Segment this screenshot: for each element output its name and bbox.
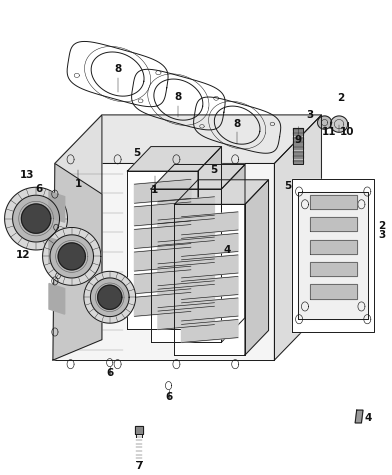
Polygon shape	[293, 160, 303, 163]
Text: 8: 8	[114, 65, 121, 75]
Polygon shape	[292, 179, 374, 332]
Text: 3: 3	[379, 230, 386, 240]
Polygon shape	[181, 276, 238, 299]
Polygon shape	[158, 263, 214, 286]
Polygon shape	[181, 320, 238, 342]
Polygon shape	[181, 233, 238, 256]
Polygon shape	[245, 180, 269, 355]
Polygon shape	[135, 427, 143, 434]
Polygon shape	[293, 146, 303, 149]
Text: 6: 6	[165, 392, 172, 402]
Polygon shape	[293, 155, 303, 158]
Polygon shape	[151, 189, 221, 342]
Text: 13: 13	[20, 170, 34, 180]
Text: 1: 1	[75, 179, 82, 189]
Polygon shape	[127, 171, 198, 330]
Polygon shape	[134, 270, 191, 294]
Text: 5: 5	[210, 164, 217, 175]
Polygon shape	[293, 128, 303, 131]
Text: 4: 4	[365, 413, 372, 423]
Text: 2: 2	[379, 221, 386, 231]
Polygon shape	[310, 285, 357, 299]
Polygon shape	[134, 202, 191, 226]
Polygon shape	[158, 306, 214, 330]
Text: 6: 6	[106, 368, 113, 378]
Polygon shape	[134, 225, 191, 248]
Polygon shape	[55, 115, 102, 360]
Polygon shape	[43, 228, 101, 285]
Polygon shape	[274, 115, 321, 360]
Text: 9: 9	[294, 135, 301, 145]
Polygon shape	[310, 262, 357, 276]
Polygon shape	[158, 218, 214, 242]
Text: 5: 5	[134, 148, 141, 158]
Polygon shape	[310, 239, 357, 254]
Polygon shape	[151, 164, 245, 189]
Text: 6: 6	[36, 184, 43, 194]
Polygon shape	[310, 217, 357, 231]
Polygon shape	[310, 195, 357, 209]
Polygon shape	[158, 197, 214, 220]
Text: 2: 2	[338, 93, 345, 103]
Polygon shape	[91, 278, 129, 316]
Polygon shape	[158, 240, 214, 264]
Polygon shape	[318, 116, 332, 129]
Polygon shape	[355, 410, 363, 423]
Text: 7: 7	[136, 461, 143, 471]
Polygon shape	[330, 116, 348, 132]
Polygon shape	[134, 293, 191, 316]
Polygon shape	[293, 142, 303, 144]
Polygon shape	[298, 191, 368, 319]
Text: 12: 12	[16, 250, 31, 260]
Polygon shape	[127, 147, 221, 171]
Polygon shape	[181, 255, 238, 278]
Polygon shape	[55, 115, 321, 163]
Polygon shape	[293, 137, 303, 140]
Polygon shape	[98, 285, 122, 309]
Polygon shape	[134, 180, 191, 203]
Polygon shape	[84, 271, 136, 323]
Polygon shape	[181, 212, 238, 235]
Text: 8: 8	[234, 119, 241, 129]
Polygon shape	[50, 235, 93, 278]
Text: 4: 4	[224, 245, 231, 255]
Polygon shape	[5, 187, 67, 250]
Polygon shape	[55, 163, 274, 360]
Text: 5: 5	[285, 181, 292, 191]
Polygon shape	[293, 132, 303, 135]
Polygon shape	[22, 204, 51, 233]
Polygon shape	[49, 284, 65, 314]
Polygon shape	[58, 243, 85, 270]
Polygon shape	[49, 191, 65, 222]
Polygon shape	[181, 298, 238, 321]
Text: 10: 10	[340, 127, 354, 137]
Polygon shape	[134, 247, 191, 271]
Text: 1: 1	[151, 185, 158, 195]
Polygon shape	[198, 147, 221, 330]
Polygon shape	[221, 164, 245, 342]
Polygon shape	[53, 163, 102, 360]
Polygon shape	[174, 180, 269, 204]
Polygon shape	[174, 204, 245, 355]
Text: 8: 8	[175, 92, 182, 102]
Polygon shape	[158, 285, 214, 308]
Text: 3: 3	[306, 110, 313, 120]
Polygon shape	[293, 151, 303, 154]
Text: 11: 11	[322, 127, 336, 137]
Polygon shape	[13, 195, 60, 242]
Polygon shape	[49, 238, 65, 268]
